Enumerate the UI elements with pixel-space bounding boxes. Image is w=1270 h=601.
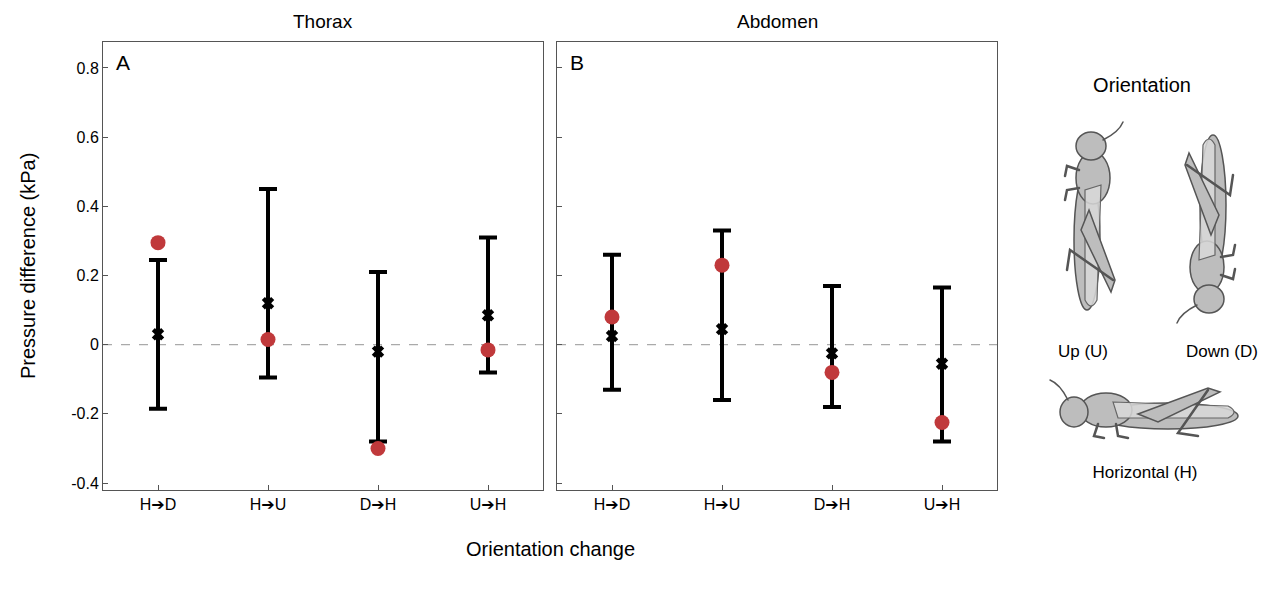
svg-text:Horizontal (H): Horizontal (H)	[1093, 463, 1198, 482]
svg-text:Abdomen: Abdomen	[737, 11, 818, 32]
svg-text:Pressure difference (kPa): Pressure difference (kPa)	[17, 153, 39, 379]
svg-text:H➔D: H➔D	[140, 496, 177, 513]
svg-text:D➔H: D➔H	[814, 496, 851, 513]
svg-text:H➔D: H➔D	[594, 496, 631, 513]
svg-text:Up (U): Up (U)	[1058, 342, 1108, 361]
svg-text:H➔U: H➔U	[704, 496, 741, 513]
svg-text:-0.2: -0.2	[71, 405, 99, 422]
svg-text:H➔U: H➔U	[250, 496, 287, 513]
svg-text:D➔H: D➔H	[360, 496, 397, 513]
svg-text:Down (D): Down (D)	[1186, 342, 1258, 361]
svg-text:U➔H: U➔H	[470, 496, 507, 513]
svg-text:B: B	[570, 51, 584, 74]
svg-text:0.2: 0.2	[77, 267, 99, 284]
svg-text:Thorax: Thorax	[293, 11, 353, 32]
svg-text:Orientation change: Orientation change	[466, 538, 635, 560]
svg-text:A: A	[116, 51, 130, 74]
svg-text:0: 0	[90, 336, 99, 353]
svg-text:0.4: 0.4	[77, 198, 99, 215]
svg-text:0.8: 0.8	[77, 60, 99, 77]
svg-text:U➔H: U➔H	[924, 496, 961, 513]
svg-text:0.6: 0.6	[77, 129, 99, 146]
svg-text:-0.4: -0.4	[71, 475, 99, 492]
svg-text:Orientation: Orientation	[1093, 74, 1191, 96]
